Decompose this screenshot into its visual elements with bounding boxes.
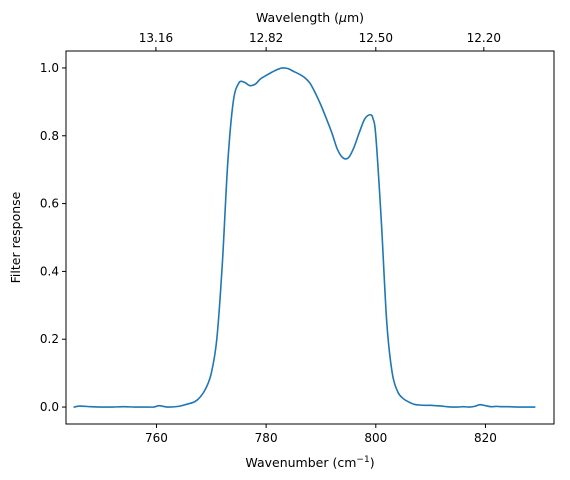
y-axis: 0.0 0.2 0.4 0.6 0.8 1.0 [40,61,66,414]
x-axis-label: Wavenumber (cm−1) [245,455,374,470]
top-x-axis-label-end: m) [347,10,364,25]
y-axis-label: Filter response [8,191,23,283]
top-x-axis: 13.16 12.82 12.50 12.20 [139,31,501,51]
x-tick-label: 780 [255,431,278,445]
y-tick-label: 0.2 [40,332,59,346]
filter-response-line [73,67,536,408]
x-tick-label: 800 [364,431,387,445]
y-tick-label: 0.6 [40,197,59,211]
x-axis-label-end: ) [370,455,375,470]
bottom-x-axis: 760 780 800 820 [145,424,497,445]
top-x-tick-label: 12.50 [359,31,393,45]
x-tick-label: 760 [145,431,168,445]
x-tick-label: 820 [474,431,497,445]
top-x-axis-label-mu: μ [338,10,347,25]
top-x-tick-label: 12.82 [249,31,283,45]
y-tick-label: 0.4 [40,264,59,278]
plot-frame [65,50,555,425]
top-x-axis-label: Wavelength (μm) [256,10,364,25]
y-tick-label: 0.8 [40,129,59,143]
y-tick-label: 1.0 [40,61,59,75]
x-axis-label-superscript: −1 [356,455,369,465]
y-tick-label: 0.0 [40,400,59,414]
top-x-tick-label: 13.16 [139,31,173,45]
top-x-tick-label: 12.20 [467,31,501,45]
